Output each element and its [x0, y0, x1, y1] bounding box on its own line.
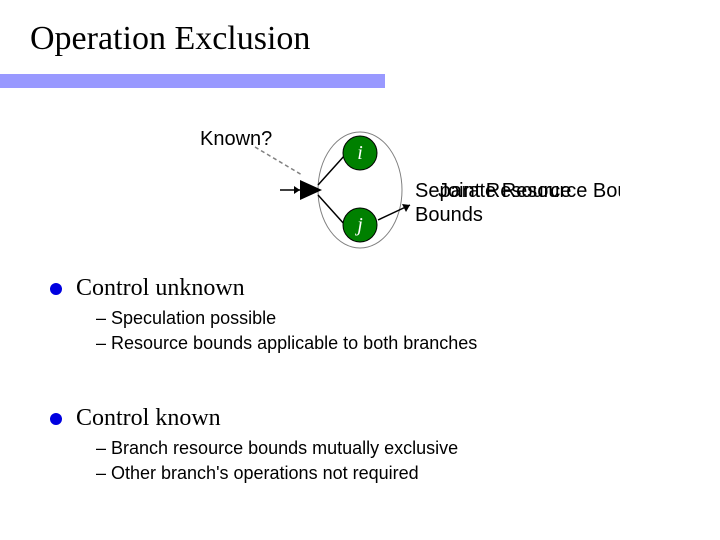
bullet-dot-icon: [50, 413, 62, 425]
title-underline: [0, 74, 385, 88]
sub-item-text: Other branch's operations not required: [111, 463, 419, 483]
sub-item-text: Resource bounds applicable to both branc…: [111, 333, 477, 353]
slide-title: Operation Exclusion: [30, 20, 310, 58]
sub-item-text: Branch resource bounds mutually exclusiv…: [111, 438, 458, 458]
sub-item: – Branch resource bounds mutually exclus…: [96, 438, 458, 459]
bounds-label-overlay: Joint Resource: [438, 180, 571, 202]
section-control-known: Control known – Branch resource bounds m…: [50, 405, 458, 484]
bullet-heading-known: Control known: [50, 405, 458, 432]
node-i-label: i: [357, 142, 363, 164]
diagram-area: i j Known? Separate Resource Bounds Join…: [200, 125, 620, 255]
branch-line-bottom: [318, 195, 345, 225]
incoming-arrow-head: [294, 186, 300, 194]
flow-diagram-svg: i j Known? Separate Resource Bounds Join…: [200, 125, 620, 255]
slide: Operation Exclusion i j: [0, 0, 720, 540]
heading-text-unknown: Control unknown: [76, 275, 245, 302]
sub-item: – Resource bounds applicable to both bra…: [96, 333, 477, 354]
branch-line-top: [318, 155, 345, 185]
section-control-unknown: Control unknown – Speculation possible –…: [50, 275, 477, 354]
sub-item: – Speculation possible: [96, 308, 477, 329]
dashed-connector: [255, 147, 302, 175]
sub-item: – Other branch's operations not required: [96, 463, 458, 484]
heading-text-known: Control known: [76, 405, 221, 432]
known-label: Known?: [200, 128, 272, 150]
sub-item-text: Speculation possible: [111, 308, 276, 328]
bullet-heading-unknown: Control unknown: [50, 275, 477, 302]
bullet-dot-icon: [50, 283, 62, 295]
bounds-label-line2: Bounds: [415, 204, 483, 226]
